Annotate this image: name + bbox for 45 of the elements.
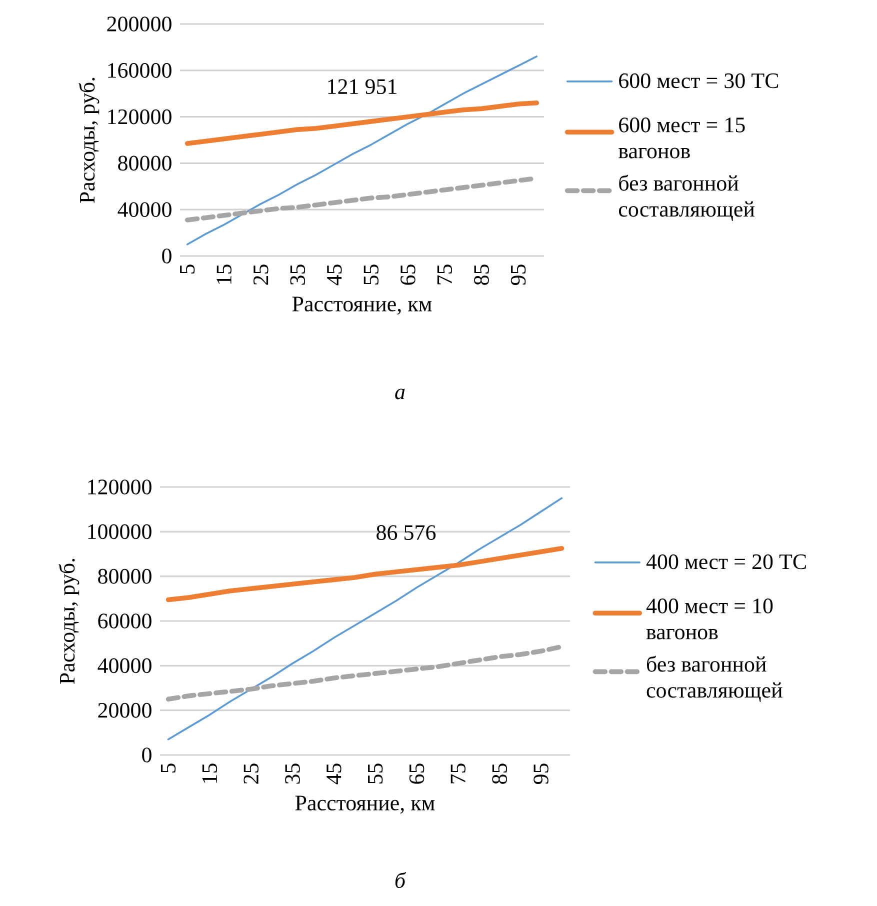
x-tick-label: 25 — [244, 764, 259, 784]
x-tick-label: 95 — [510, 264, 526, 286]
x-axis-title: Расстояние, км — [292, 296, 432, 315]
y-tick-label: 40000 — [118, 202, 172, 218]
legend-label: без вагонной составляющей — [618, 174, 754, 222]
legend-label: без вагонной составляющей — [646, 656, 782, 702]
x-tick-label: 75 — [437, 264, 452, 284]
x-tick-label: 65 — [400, 264, 416, 285]
x-tick-label: 5 — [160, 764, 176, 772]
y-tick-label: 160000 — [108, 62, 172, 78]
y-tick-label: 200000 — [107, 16, 172, 32]
text: а — [395, 388, 405, 400]
y-tick-label: 80000 — [118, 156, 172, 171]
x-tick-label: 15 — [202, 764, 218, 783]
y-tick-label: 40000 — [98, 658, 152, 674]
y-tick-label: 100000 — [88, 524, 152, 540]
x-tick-label: 25 — [254, 264, 268, 285]
x-tick-label: 45 — [327, 264, 342, 286]
x-tick-label: 95 — [534, 764, 548, 784]
x-tick-label: 35 — [290, 264, 306, 285]
x-tick-label: 5 — [180, 264, 195, 274]
x-tick-label: 55 — [364, 264, 379, 284]
x-tick-label: 65 — [409, 764, 424, 784]
y-tick-label: 120000 — [108, 109, 172, 124]
y-tick-label: 20000 — [98, 702, 152, 718]
x-tick-label: 15 — [216, 264, 232, 284]
legend-label: 400 мест = 20 ТС — [646, 554, 806, 570]
x-axis-title: Расстояние, км — [295, 796, 435, 814]
y-axis-title: Расходы, руб. — [78, 78, 100, 203]
y-axis-title: Расходы, руб. — [58, 558, 80, 684]
x-tick-label: 35 — [285, 764, 300, 784]
y-tick-label: 60000 — [98, 614, 152, 628]
annotation: 86 576 — [376, 525, 436, 540]
text: б — [395, 872, 406, 888]
legend-label: 600 мест = 30 ТС — [619, 73, 778, 88]
y-tick-label: 120000 — [88, 480, 152, 494]
y-tick-label: 0 — [162, 248, 172, 264]
x-tick-label: 75 — [450, 764, 466, 784]
annotation: 121 951 — [328, 79, 396, 94]
x-tick-label: 45 — [326, 764, 342, 784]
y-tick-label: 0 — [142, 748, 152, 762]
y-tick-label: 80000 — [98, 568, 152, 584]
x-tick-label: 55 — [368, 764, 383, 784]
x-tick-label: 85 — [492, 764, 508, 784]
x-tick-label: 85 — [474, 264, 489, 285]
